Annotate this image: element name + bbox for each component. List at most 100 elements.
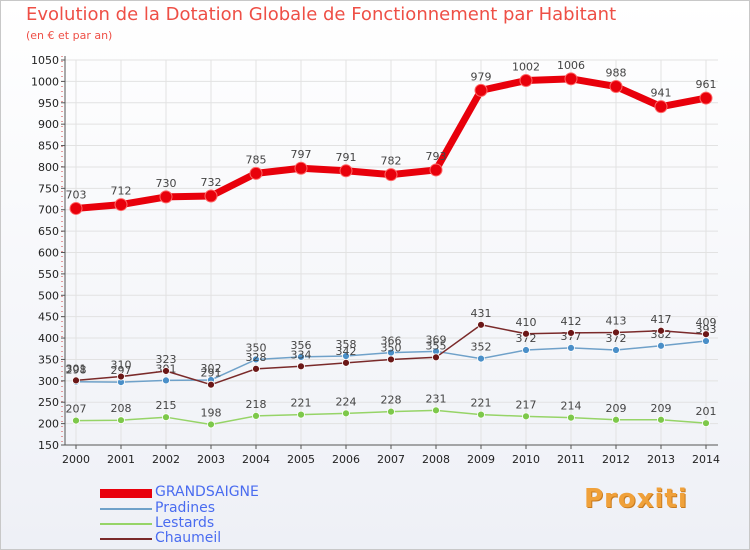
data-label-grandsaigne: 703 xyxy=(66,188,87,201)
data-point-chaumeil xyxy=(522,329,530,338)
data-point-grandsaigne xyxy=(609,80,623,94)
data-label-grandsaigne: 793 xyxy=(426,150,447,163)
x-tick-label: 2010 xyxy=(512,453,540,466)
legend-swatch-grandsaigne xyxy=(100,489,152,498)
data-point-chaumeil xyxy=(117,372,125,381)
data-label-pradines: 369 xyxy=(426,333,447,346)
x-tick-label: 2004 xyxy=(242,453,270,466)
y-tick-label: 950 xyxy=(38,97,59,110)
data-point-pradines xyxy=(612,346,620,354)
data-label-pradines: 352 xyxy=(471,341,492,354)
x-tick-label: 2003 xyxy=(197,453,225,466)
data-point-chaumeil xyxy=(72,376,80,385)
legend-label-chaumeil: Chaumeil xyxy=(155,530,222,546)
data-label-pradines: 366 xyxy=(381,335,402,348)
data-label-chaumeil: 301 xyxy=(66,362,87,375)
y-tick-label: 550 xyxy=(38,268,59,281)
x-tick-label: 2008 xyxy=(422,453,450,466)
data-point-grandsaigne xyxy=(519,74,533,88)
data-point-lestards xyxy=(612,415,620,424)
x-tick-label: 2006 xyxy=(332,453,360,466)
data-point-grandsaigne xyxy=(384,168,398,182)
data-point-grandsaigne xyxy=(699,91,713,105)
y-tick-label: 200 xyxy=(38,418,59,431)
data-label-grandsaigne: 1006 xyxy=(557,59,585,72)
y-tick-label: 650 xyxy=(38,225,59,238)
data-label-grandsaigne: 791 xyxy=(336,151,357,164)
legend-label-grandsaigne: GRANDSAIGNE xyxy=(155,484,259,500)
data-point-pradines xyxy=(162,376,170,385)
data-label-lestards: 221 xyxy=(291,397,312,410)
data-label-lestards: 215 xyxy=(156,399,177,412)
data-point-pradines xyxy=(477,354,485,363)
data-point-grandsaigne xyxy=(114,198,128,212)
x-tick-label: 2009 xyxy=(467,453,495,466)
y-tick-label: 250 xyxy=(38,396,59,409)
data-label-grandsaigne: 797 xyxy=(291,148,312,161)
series-lestards: 207 208 215 198 218 221 224 228 231 221 217 214 209 2… xyxy=(66,392,717,429)
data-point-chaumeil xyxy=(297,362,305,371)
data-label-lestards: 207 xyxy=(66,403,87,416)
y-tick-label: 400 xyxy=(38,332,59,345)
data-point-chaumeil xyxy=(207,380,215,389)
data-label-chaumeil: 291 xyxy=(201,367,222,380)
data-label-grandsaigne: 785 xyxy=(246,153,267,166)
legend-swatch-chaumeil xyxy=(100,538,152,540)
data-label-chaumeil: 342 xyxy=(336,345,357,358)
x-tick-label: 2001 xyxy=(107,453,135,466)
grid-lines xyxy=(65,59,718,446)
x-tick-label: 2007 xyxy=(377,453,405,466)
data-label-lestards: 201 xyxy=(696,405,717,418)
y-tick-label: 450 xyxy=(38,311,59,324)
data-point-lestards xyxy=(117,416,125,425)
data-label-lestards: 231 xyxy=(426,392,447,405)
data-point-lestards xyxy=(702,419,710,428)
data-label-lestards: 217 xyxy=(516,398,537,411)
y-tick-label: 900 xyxy=(38,118,59,131)
data-label-chaumeil: 410 xyxy=(516,316,537,329)
data-point-lestards xyxy=(477,410,485,419)
y-tick-label: 1050 xyxy=(31,54,59,67)
legend-swatch-lestards xyxy=(100,523,152,525)
y-tick-label: 150 xyxy=(38,439,59,452)
data-point-chaumeil xyxy=(387,355,395,364)
y-tick-labels: 150 200 250 300 350 400 450 500 550 600 650 700 750 8… xyxy=(31,54,65,452)
data-point-lestards xyxy=(522,412,530,421)
data-point-grandsaigne xyxy=(654,100,668,114)
x-tick-label: 2013 xyxy=(647,453,675,466)
data-label-chaumeil: 431 xyxy=(471,307,492,320)
data-point-grandsaigne xyxy=(429,163,443,177)
data-label-pradines: 302 xyxy=(201,362,222,375)
data-label-chaumeil: 355 xyxy=(426,339,447,352)
data-point-pradines xyxy=(252,355,260,364)
data-point-chaumeil xyxy=(477,320,485,329)
data-label-pradines: 358 xyxy=(336,338,357,351)
chart-title: Evolution de la Dotation Globale de Fonc… xyxy=(26,4,617,25)
data-point-lestards xyxy=(342,409,350,418)
data-point-chaumeil xyxy=(342,358,350,367)
data-label-grandsaigne: 988 xyxy=(606,67,627,80)
data-point-pradines xyxy=(657,341,665,350)
data-label-lestards: 218 xyxy=(246,398,267,411)
data-label-grandsaigne: 941 xyxy=(651,87,672,100)
data-label-chaumeil: 412 xyxy=(561,315,582,328)
data-label-lestards: 209 xyxy=(606,402,627,415)
data-point-lestards xyxy=(72,416,80,425)
data-point-pradines xyxy=(702,337,710,345)
y-tick-label: 700 xyxy=(38,204,59,217)
data-label-pradines: 356 xyxy=(291,339,312,352)
legend-label-lestards: Lestards xyxy=(155,515,215,531)
data-point-lestards xyxy=(162,413,170,422)
data-label-pradines: 298 xyxy=(66,364,87,377)
data-label-lestards: 208 xyxy=(111,402,132,415)
data-point-lestards xyxy=(252,412,260,420)
data-point-chaumeil xyxy=(252,364,260,373)
series-grandsaigne: 703 712 730 732 785 797 791 782 793 979 1002 1006 98… xyxy=(66,59,717,215)
x-tick-labels: 2000 2001 2002 2003 2004 2005 2006 2007 2008 2009… xyxy=(62,445,720,466)
data-label-grandsaigne: 732 xyxy=(201,176,222,189)
data-label-chaumeil: 417 xyxy=(651,313,672,326)
data-label-grandsaigne: 730 xyxy=(156,177,177,190)
data-point-pradines xyxy=(567,343,575,352)
data-label-pradines: 393 xyxy=(696,323,717,336)
